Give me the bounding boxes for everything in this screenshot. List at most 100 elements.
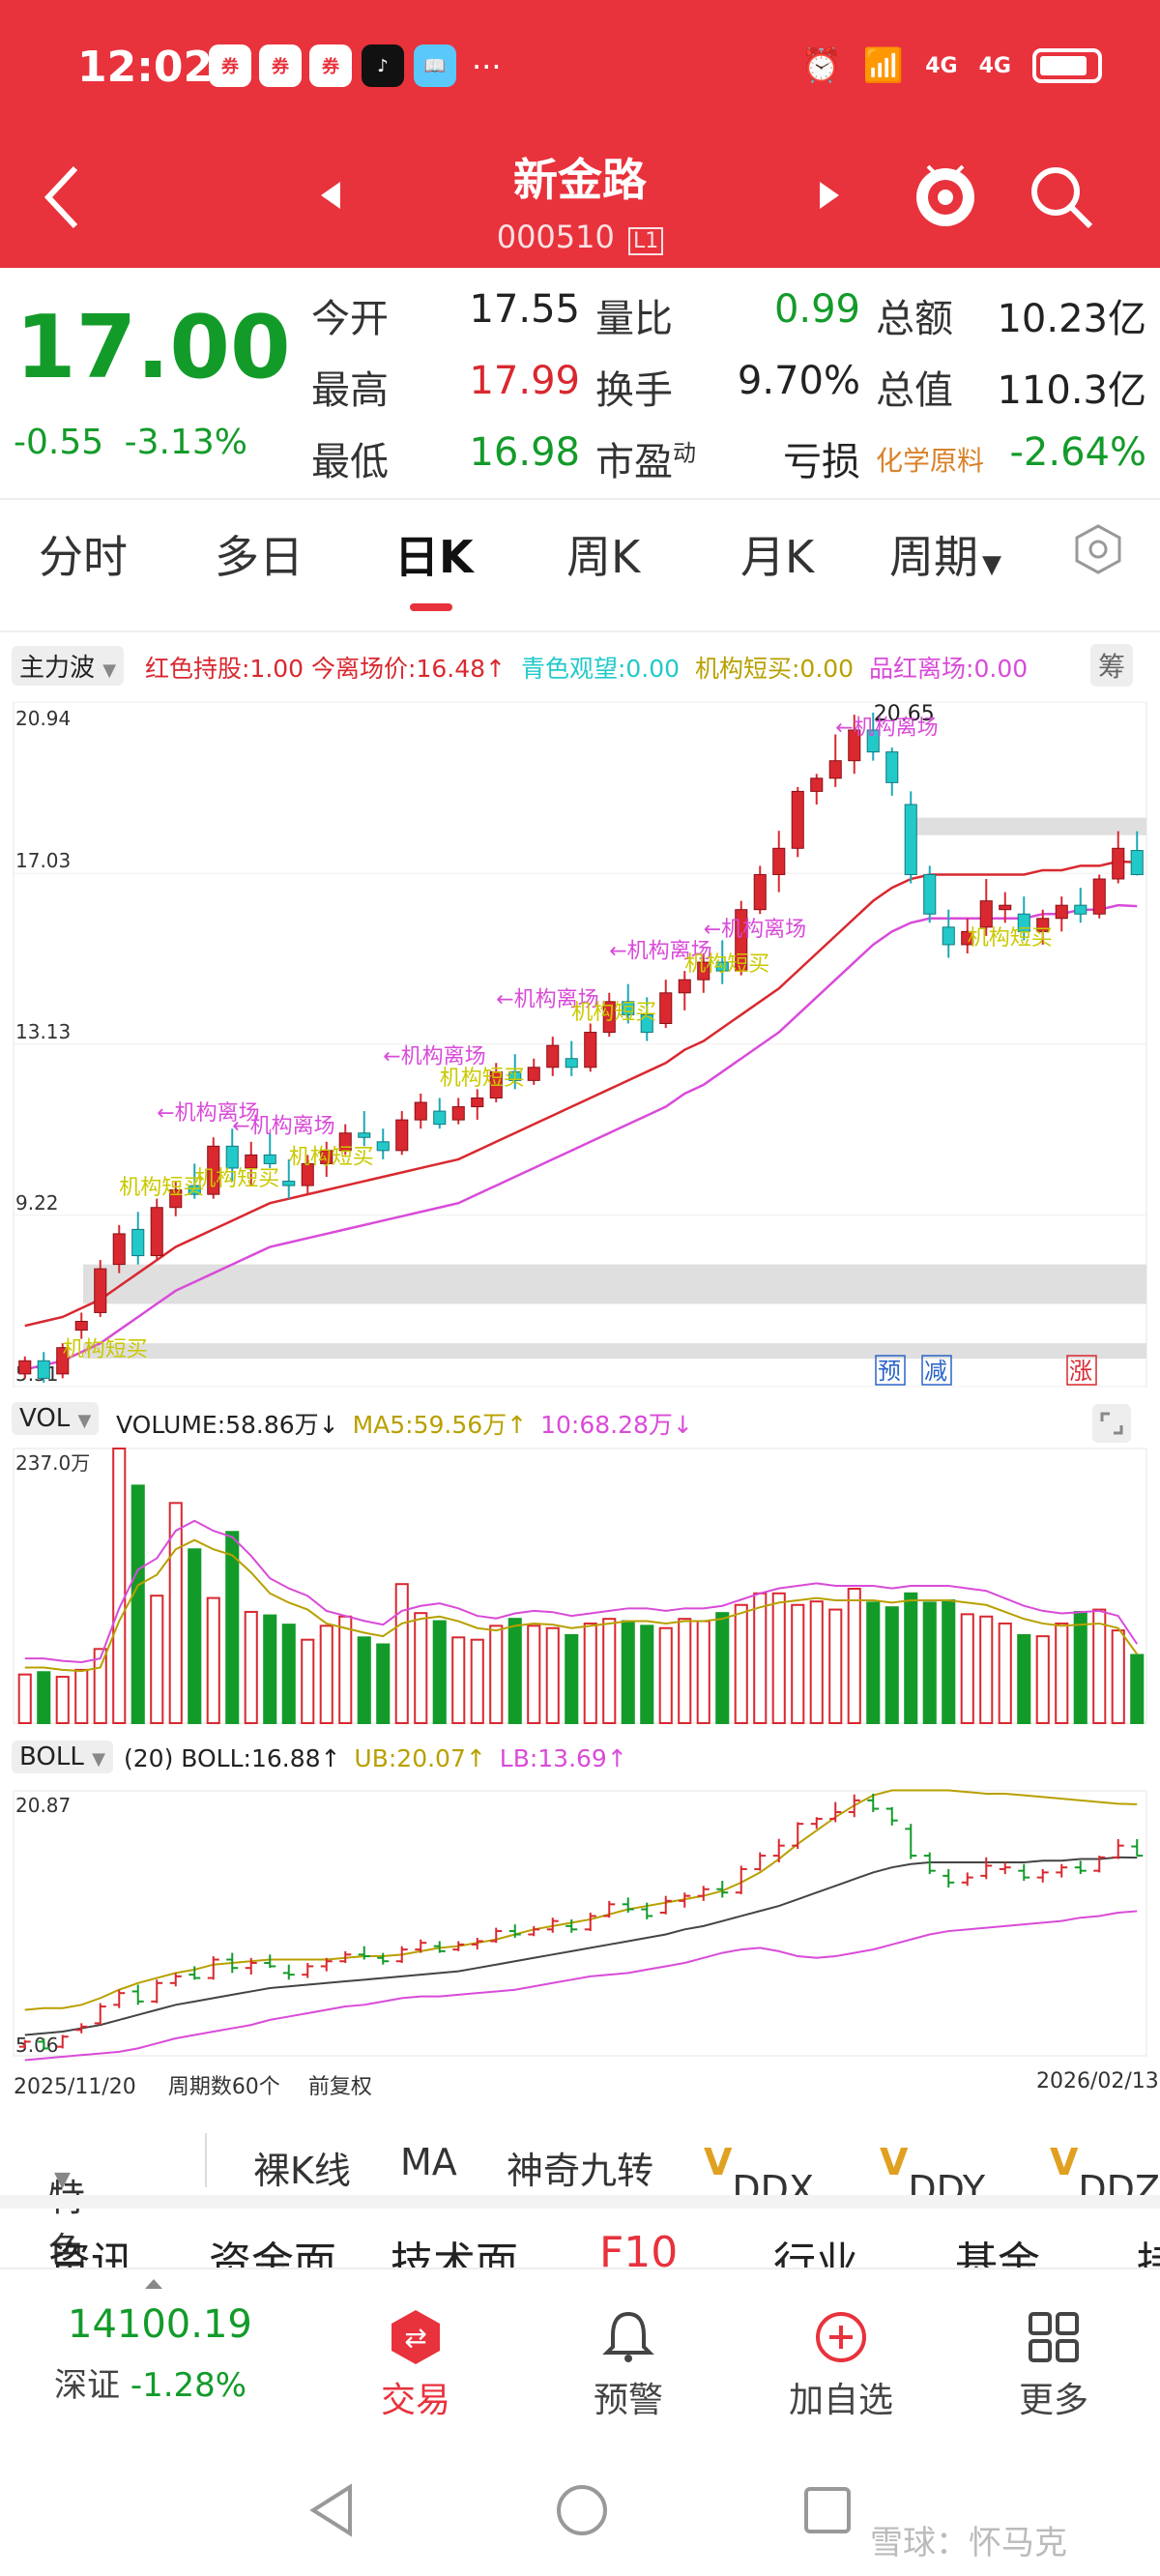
- quote-panel: 17.00 -0.55 -3.13% 今开 17.55 量比 0.99 总额 1…: [0, 268, 1160, 500]
- volume-bar: [658, 1626, 673, 1725]
- tool-td-nine[interactable]: 神奇九转: [507, 2150, 654, 2192]
- tab-intraday[interactable]: 分时: [39, 531, 128, 583]
- market-cap-label: 总值: [876, 368, 953, 413]
- volume-chart[interactable]: 237.0万: [0, 1443, 1160, 1729]
- tool-ma[interactable]: MA: [400, 2141, 457, 2183]
- index-info[interactable]: 深证 -1.28%: [54, 2358, 246, 2406]
- signal-tag: 预: [878, 1358, 901, 1385]
- y-axis-label: 20.94: [15, 707, 71, 730]
- volume-bar: [319, 1625, 334, 1724]
- mascot-icon[interactable]: [909, 155, 982, 232]
- signal-annotation: 机构短买: [63, 1338, 148, 1362]
- volume-bar: [432, 1620, 447, 1724]
- tab-period[interactable]: 周期 ▼: [889, 522, 1001, 586]
- candle-body: [715, 961, 729, 972]
- caret-down-icon: ▼: [982, 550, 1001, 579]
- volume-bar: [168, 1502, 183, 1724]
- network-4g: 4G: [925, 53, 958, 78]
- volume-bar: [942, 1598, 956, 1724]
- signal-annotation: 机构短买: [571, 1001, 656, 1025]
- low-value: 16.98: [469, 430, 580, 475]
- system-home-icon[interactable]: [555, 2483, 609, 2537]
- change-percent: -3.13%: [124, 423, 247, 462]
- boll-upper: UB:20.07↑: [354, 1744, 486, 1772]
- nav-more[interactable]: 更多: [986, 2308, 1121, 2422]
- pe-label-text: 市盈: [595, 440, 673, 484]
- system-back-icon[interactable]: [307, 2483, 356, 2537]
- volume-bar: [715, 1612, 730, 1724]
- candle-body: [263, 1154, 276, 1164]
- candle-body: [451, 1106, 465, 1121]
- level-badge: L1: [628, 227, 664, 255]
- candle-body: [622, 1001, 635, 1015]
- candle-body: [772, 847, 786, 875]
- candle-body: [546, 1044, 560, 1068]
- volume-ma10: 10:68.28万↓: [540, 1411, 693, 1439]
- candle-body: [433, 1110, 447, 1126]
- tool-ddz[interactable]: V DDZ: [1050, 2141, 1160, 2210]
- main-indicator-select[interactable]: 主力波 ▼: [12, 646, 125, 686]
- prev-stock-icon[interactable]: [319, 180, 342, 211]
- search-icon[interactable]: [1027, 162, 1096, 232]
- y-axis-label: 17.03: [15, 849, 71, 872]
- volume-bar: [828, 1608, 843, 1724]
- volume-bar: [489, 1625, 504, 1724]
- candle-body: [508, 1070, 522, 1081]
- nav-alert[interactable]: 预警: [561, 2308, 696, 2422]
- nav-add-watchlist[interactable]: 加自选: [773, 2308, 909, 2422]
- signal-annotation: 机构短买: [968, 926, 1053, 951]
- nav-add-label: 加自选: [788, 2381, 893, 2420]
- candle-body: [94, 1268, 107, 1313]
- tab-weekly-k[interactable]: 周K: [566, 531, 641, 583]
- system-recents-icon[interactable]: [802, 2485, 853, 2535]
- nav-trade[interactable]: ⇄ 交易: [348, 2308, 483, 2422]
- tab-monthly-k[interactable]: 月K: [740, 531, 815, 583]
- candle-body: [810, 777, 824, 792]
- tool-naked-k[interactable]: 裸K线: [253, 2150, 351, 2192]
- candle-body: [735, 909, 748, 972]
- index-value[interactable]: 14100.19: [68, 2302, 252, 2347]
- chip-distribution-button[interactable]: 筹: [1090, 644, 1134, 687]
- stock-code-text: 000510: [496, 219, 615, 255]
- kline-chart[interactable]: 20.9417.0313.139.225.3120.65←机构离场←机构离场←机…: [0, 688, 1160, 1394]
- bottom-nav: 14100.19 深证 -1.28% ⇄ 交易 预警 加自选 更多: [0, 2268, 1160, 2422]
- industry-label[interactable]: 化学原料: [876, 445, 985, 477]
- tool-ddx[interactable]: V DDX: [704, 2141, 814, 2210]
- volume-indicator-select[interactable]: VOL ▼: [12, 1402, 100, 1435]
- stock-code: 000510 L1: [0, 219, 1160, 255]
- y-axis-label: 13.13: [15, 1020, 71, 1043]
- volume-bar: [281, 1624, 296, 1724]
- signal-tag: 减: [924, 1358, 947, 1385]
- chart-footer: 2025/11/20 周期数60个 前复权: [14, 2069, 372, 2100]
- candle-body: [150, 1207, 163, 1257]
- tab-multi-day[interactable]: 多日: [215, 531, 304, 583]
- candle-body: [602, 1001, 616, 1034]
- section-gap: [0, 2195, 1160, 2209]
- volume-bar: [74, 1668, 89, 1725]
- y-axis-label: 5.06: [15, 2034, 59, 2057]
- caret-up-icon[interactable]: [143, 2277, 164, 2291]
- signal-tag-box: [1066, 1355, 1097, 1386]
- candle-body: [1130, 850, 1144, 875]
- candle-body: [565, 1058, 578, 1068]
- settings-hexagon-icon[interactable]: [1071, 522, 1125, 576]
- tool-ddy[interactable]: V DDY: [880, 2141, 985, 2210]
- vip-icon: V: [704, 2141, 733, 2183]
- adjust-mode[interactable]: 前复权: [307, 2075, 372, 2099]
- volume-bar: [904, 1592, 918, 1724]
- tab-daily-k[interactable]: 日K: [394, 531, 474, 583]
- boll-indicator-select[interactable]: BOLL ▼: [12, 1741, 113, 1773]
- expand-icon[interactable]: [1092, 1404, 1131, 1443]
- tiktok-icon: ♪: [362, 44, 404, 87]
- back-icon[interactable]: [41, 162, 83, 232]
- high-price-label: 20.65: [874, 702, 935, 726]
- next-stock-icon[interactable]: [818, 180, 841, 211]
- grid-icon: [1029, 2312, 1079, 2362]
- caret-down-icon: ▼: [77, 1411, 92, 1431]
- signal-tag: 涨: [1069, 1358, 1092, 1385]
- volume-bar: [225, 1531, 240, 1724]
- candle-body: [320, 1150, 334, 1164]
- boll-chart[interactable]: 20.87 5.06: [0, 1781, 1160, 2062]
- tab-period-label: 周期: [889, 531, 978, 583]
- caret-down-icon: ▼: [54, 2168, 71, 2192]
